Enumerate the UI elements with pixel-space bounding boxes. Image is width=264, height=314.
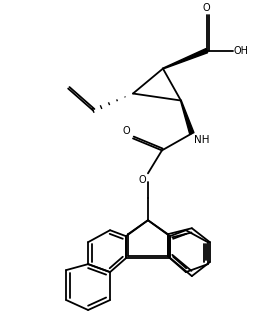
Text: O: O [138, 175, 146, 185]
Polygon shape [181, 100, 194, 134]
Text: O: O [202, 3, 210, 13]
Text: O: O [122, 127, 130, 136]
Polygon shape [163, 49, 208, 69]
Text: NH: NH [194, 135, 209, 145]
Text: OH: OH [234, 46, 249, 56]
